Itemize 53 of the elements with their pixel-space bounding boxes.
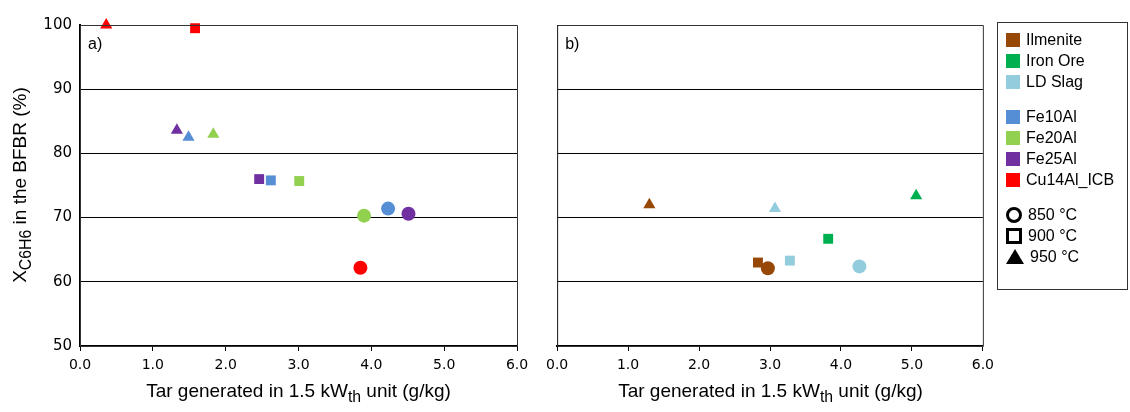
point xyxy=(852,259,867,274)
point xyxy=(353,260,368,275)
x-tick-label: 6.0 xyxy=(505,356,529,373)
y-tick-label: 60 xyxy=(52,271,72,290)
x-tick-label: 5.0 xyxy=(433,356,456,373)
x-tick-label: 2.0 xyxy=(687,356,711,373)
legend-label: 850 °C xyxy=(1028,205,1078,224)
point xyxy=(381,201,396,216)
x-tick-label: 1.0 xyxy=(616,356,640,373)
legend-label: Fe20Al xyxy=(1026,128,1077,147)
point xyxy=(100,18,113,29)
point xyxy=(823,233,834,244)
legend-label: Ilmenite xyxy=(1026,30,1083,49)
y-tick-label: 100 xyxy=(43,14,72,33)
legend-label: Fe25Al xyxy=(1026,149,1077,168)
legend-label: 950 °C xyxy=(1030,247,1080,266)
point xyxy=(170,123,183,134)
x-tick-label: 4.0 xyxy=(360,356,383,373)
point xyxy=(401,206,416,221)
legend-label: Fe10Al xyxy=(1026,107,1077,126)
legend-label: Iron Ore xyxy=(1026,51,1085,70)
point xyxy=(768,201,782,213)
x-tick-label: 2.0 xyxy=(214,356,237,373)
y-tick-label: 70 xyxy=(52,207,72,226)
y-tick-label: 80 xyxy=(52,143,72,162)
point xyxy=(182,130,195,141)
point xyxy=(207,127,220,138)
x-tick-label: 3.0 xyxy=(287,356,310,373)
legend-label: LD Slag xyxy=(1026,72,1083,91)
point xyxy=(254,174,265,185)
x-tick-label: 0.0 xyxy=(68,356,92,373)
point xyxy=(760,261,775,276)
annotation: b) xyxy=(565,35,580,53)
legend-label: 900 °C xyxy=(1028,226,1078,245)
x-tick-label: 3.0 xyxy=(758,356,782,373)
x-tick-label: 4.0 xyxy=(829,356,853,373)
legend-label: Cu14Al_ICB xyxy=(1026,170,1115,189)
x-tick-label: 1.0 xyxy=(141,356,164,373)
point xyxy=(294,176,305,186)
y-tick-label: 50 xyxy=(52,335,72,354)
point xyxy=(265,175,276,186)
x-tick-label: 6.0 xyxy=(971,356,994,373)
annotation: a) xyxy=(88,35,103,53)
x-tick-label: 0.0 xyxy=(546,356,569,373)
point xyxy=(910,188,923,200)
y-tick-label: 90 xyxy=(52,79,72,98)
x-axis-title: Tar generated in 1.5 kW$_{th}$ unit (g/kg) xyxy=(618,380,923,406)
point xyxy=(190,23,201,34)
x-tick-label: 5.0 xyxy=(900,356,924,373)
point xyxy=(357,208,372,223)
point xyxy=(752,257,763,268)
point xyxy=(643,197,656,209)
x-axis-title: Tar generated in 1.5 kW$_{th}$ unit (g/kg) xyxy=(146,380,451,406)
